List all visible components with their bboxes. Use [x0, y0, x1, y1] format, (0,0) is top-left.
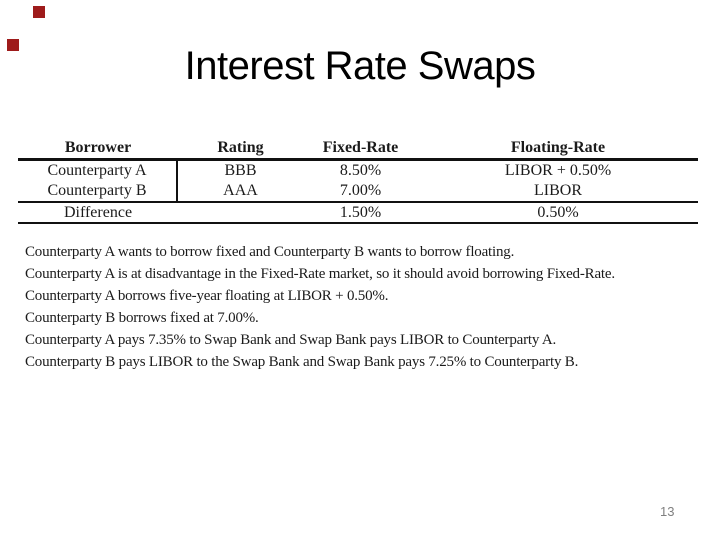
table-cell: LIBOR	[534, 182, 582, 199]
column-header-fixed-rate: Fixed-Rate	[322, 138, 399, 156]
note-line: Counterparty A is at disadvantage in the…	[25, 266, 615, 282]
table-rule-mid	[18, 201, 698, 203]
note-line: Counterparty A pays 7.35% to Swap Bank a…	[25, 332, 557, 348]
note-line: Counterparty B borrows fixed at 7.00%.	[25, 310, 259, 326]
slide-accent-square-1	[33, 6, 45, 18]
column-header-floating-rate: Floating-Rate	[510, 138, 606, 156]
table-cell: 1.50%	[339, 203, 382, 221]
table-cell: 8.50%	[339, 162, 382, 179]
table-rule-top	[18, 158, 698, 161]
table-cell: 7.00%	[339, 182, 382, 199]
table-rule-bottom	[18, 222, 698, 224]
note-line: Counterparty A wants to borrow fixed and…	[25, 244, 515, 260]
notes-block: Counterparty A wants to borrow fixed and…	[25, 241, 705, 373]
table-cell: 0.50%	[537, 203, 579, 221]
table-row-difference: Difference 1.50% 0.50%	[18, 203, 698, 222]
column-header-borrower: Borrower	[64, 138, 132, 156]
table-cell: AAA	[223, 182, 258, 199]
table-cell: Counterparty B	[18, 181, 178, 201]
slide-title: Interest Rate Swaps	[184, 44, 536, 88]
borrower-rates-table: Borrower Rating Fixed-Rate Floating-Rate…	[18, 137, 698, 224]
table-header-row: Borrower Rating Fixed-Rate Floating-Rate	[18, 137, 698, 158]
table-cell: Counterparty A	[18, 161, 178, 181]
note-line: Counterparty A borrows five-year floatin…	[25, 288, 389, 304]
table-row-counterparty-a: Counterparty A BBB 8.50% LIBOR + 0.50%	[18, 161, 698, 181]
page-number: 13	[660, 504, 675, 519]
table-cell: Difference	[63, 203, 133, 221]
table-cell: LIBOR + 0.50%	[504, 162, 612, 179]
column-header-rating: Rating	[217, 138, 264, 156]
note-line: Counterparty B pays LIBOR to the Swap Ba…	[25, 354, 579, 370]
table-row-counterparty-b: Counterparty B AAA 7.00% LIBOR	[18, 181, 698, 201]
slide-accent-square-2	[7, 39, 19, 51]
table-cell: BBB	[224, 162, 257, 179]
